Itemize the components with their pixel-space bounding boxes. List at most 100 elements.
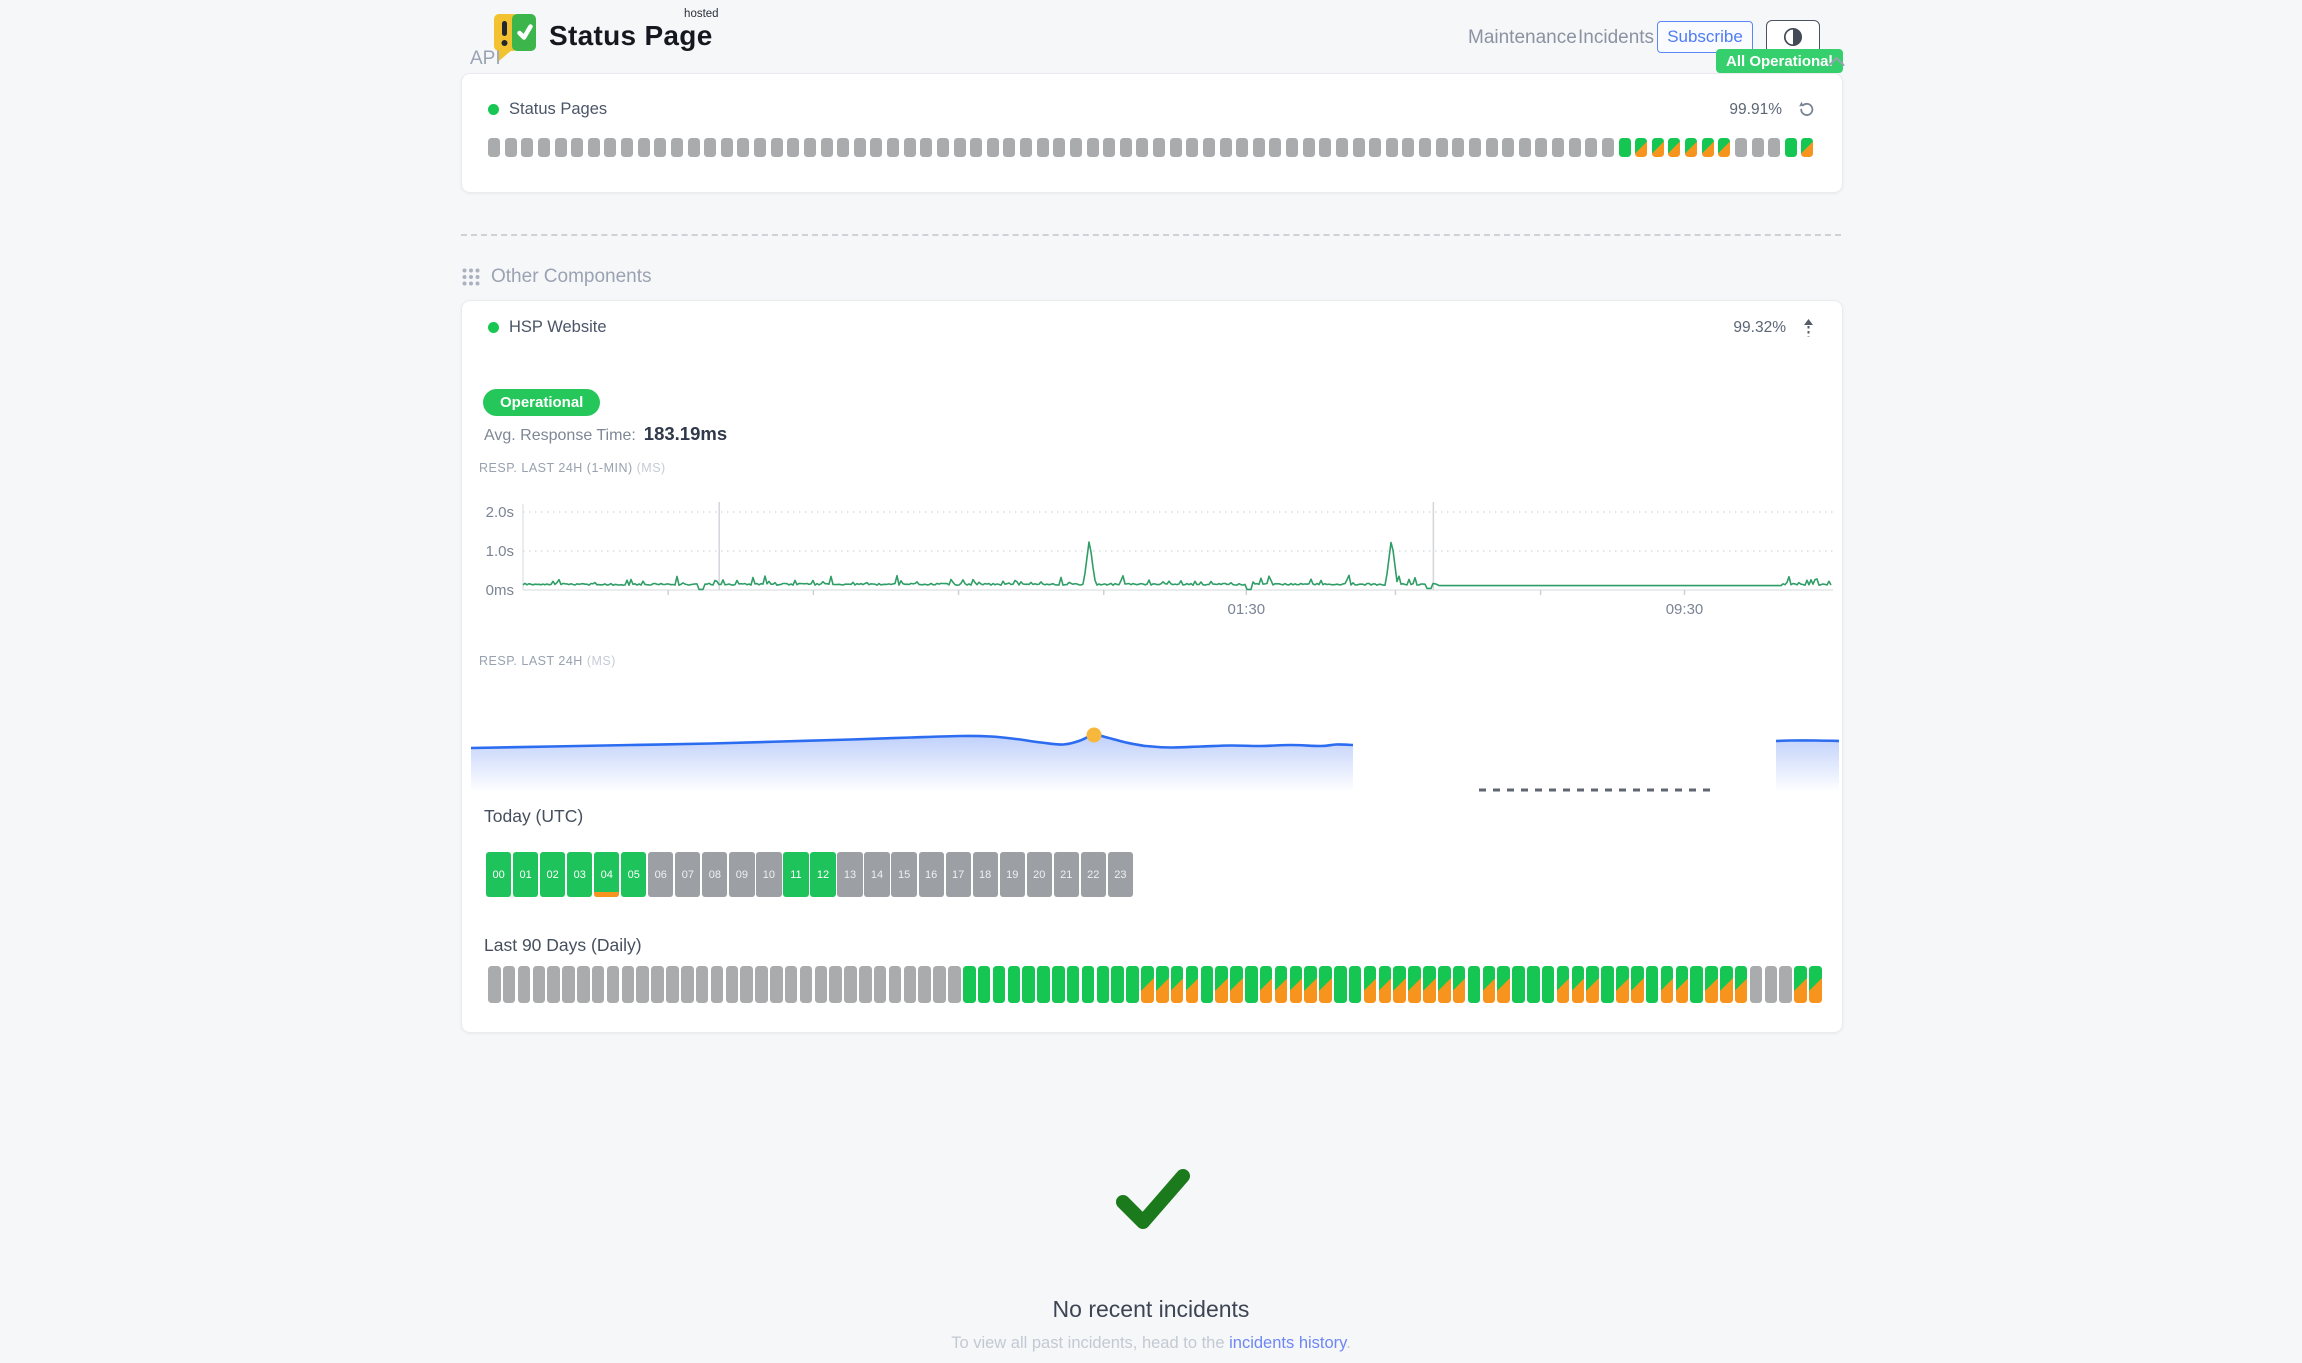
hour-block-10[interactable]: 10: [756, 852, 782, 897]
uptime-bar-nodata[interactable]: [870, 138, 883, 157]
uptime-bar-nodata[interactable]: [903, 966, 917, 1003]
uptime-bar-partial[interactable]: [1660, 966, 1674, 1003]
uptime-bar-nodata[interactable]: [521, 138, 534, 157]
uptime-bar-nodata[interactable]: [936, 138, 949, 157]
uptime-bar-nodata[interactable]: [933, 966, 946, 1003]
uptime-bar-nodata[interactable]: [1764, 966, 1778, 1003]
uptime-bar-partial[interactable]: [1378, 966, 1392, 1003]
uptime-bar-nodata[interactable]: [755, 966, 768, 1003]
uptime-bar-nodata[interactable]: [1103, 138, 1116, 157]
uptime-bar-nodata[interactable]: [970, 138, 983, 157]
uptime-bar-partial[interactable]: [1215, 966, 1228, 1003]
hour-block-17[interactable]: 17: [945, 852, 971, 897]
uptime-bar-partial[interactable]: [1274, 966, 1288, 1003]
uptime-bar-nodata[interactable]: [1768, 138, 1781, 157]
uptime-bar-partial[interactable]: [1668, 138, 1681, 157]
uptime-bar-partial[interactable]: [1155, 966, 1169, 1003]
uptime-bar-nodata[interactable]: [695, 966, 709, 1003]
uptime-bar-operational[interactable]: [1007, 966, 1021, 1003]
uptime-bar-nodata[interactable]: [1385, 138, 1398, 157]
uptime-bar-nodata[interactable]: [859, 966, 872, 1003]
uptime-bar-nodata[interactable]: [1053, 138, 1066, 157]
uptime-bar-nodata[interactable]: [1535, 138, 1548, 157]
uptime-bar-nodata[interactable]: [948, 966, 961, 1003]
hour-block-03[interactable]: 03: [567, 852, 593, 897]
uptime-bar-partial[interactable]: [1185, 966, 1199, 1003]
uptime-bar-nodata[interactable]: [720, 138, 733, 157]
uptime-bar-nodata[interactable]: [820, 138, 833, 157]
uptime-bar-partial[interactable]: [1635, 138, 1648, 157]
uptime-bar-nodata[interactable]: [888, 966, 902, 1003]
uptime-bar-partial[interactable]: [1423, 966, 1436, 1003]
uptime-bar-operational[interactable]: [1601, 966, 1614, 1003]
uptime-bar-nodata[interactable]: [1751, 138, 1764, 157]
uptime-bar-nodata[interactable]: [1020, 138, 1033, 157]
uptime-bar-operational[interactable]: [992, 966, 1006, 1003]
uptime-bar-partial[interactable]: [1393, 966, 1407, 1003]
uptime-bar-partial[interactable]: [1586, 966, 1599, 1003]
uptime-bar-nodata[interactable]: [504, 138, 517, 157]
uptime-bar-partial[interactable]: [1319, 966, 1332, 1003]
uptime-bar-nodata[interactable]: [887, 138, 900, 157]
uptime-bar-nodata[interactable]: [591, 966, 605, 1003]
uptime-bar-operational[interactable]: [1618, 138, 1631, 157]
uptime-bar-nodata[interactable]: [770, 966, 783, 1003]
uptime-bar-nodata[interactable]: [587, 138, 600, 157]
uptime-bar-partial[interactable]: [1701, 138, 1714, 157]
uptime-bar-partial[interactable]: [1304, 966, 1317, 1003]
nav-maintenance[interactable]: Maintenance: [1468, 27, 1577, 48]
uptime-bar-operational[interactable]: [1052, 966, 1065, 1003]
uptime-bar-partial[interactable]: [1259, 966, 1273, 1003]
uptime-bar-operational[interactable]: [1200, 966, 1214, 1003]
uptime-bar-partial[interactable]: [1482, 966, 1496, 1003]
uptime-bar-nodata[interactable]: [1749, 966, 1763, 1003]
refresh-icon[interactable]: [1797, 100, 1816, 119]
hour-block-07[interactable]: 07: [675, 852, 701, 897]
uptime-bar-operational[interactable]: [1037, 966, 1050, 1003]
nav-incidents[interactable]: Incidents: [1578, 27, 1655, 48]
component-name[interactable]: Status Pages: [509, 100, 608, 118]
uptime-bar-nodata[interactable]: [1269, 138, 1282, 157]
uptime-bar-nodata[interactable]: [814, 966, 828, 1003]
uptime-bar-nodata[interactable]: [903, 138, 916, 157]
uptime-bar-partial[interactable]: [1616, 966, 1629, 1003]
hour-block-21[interactable]: 21: [1053, 852, 1079, 897]
hour-block-11[interactable]: 11: [783, 852, 809, 897]
uptime-bar-nodata[interactable]: [1236, 138, 1249, 157]
collapse-arrow-icon[interactable]: [1801, 317, 1816, 338]
uptime-bar-nodata[interactable]: [1286, 138, 1299, 157]
uptime-bar-nodata[interactable]: [1585, 138, 1598, 157]
hour-block-13[interactable]: 13: [837, 852, 863, 897]
uptime-bar-nodata[interactable]: [1036, 138, 1049, 157]
uptime-bar-nodata[interactable]: [873, 966, 887, 1003]
hour-block-23[interactable]: 23: [1107, 852, 1133, 897]
uptime-bar-partial[interactable]: [1675, 966, 1689, 1003]
hour-block-14[interactable]: 14: [864, 852, 890, 897]
uptime-bar-partial[interactable]: [1452, 966, 1466, 1003]
uptime-bar-partial[interactable]: [1170, 966, 1184, 1003]
theme-toggle-button[interactable]: [1766, 20, 1820, 54]
uptime-bar-nodata[interactable]: [637, 138, 650, 157]
uptime-bar-nodata[interactable]: [1119, 138, 1132, 157]
hour-block-02[interactable]: 02: [540, 852, 566, 897]
uptime-bar-nodata[interactable]: [488, 138, 501, 157]
uptime-bar-partial[interactable]: [1363, 966, 1377, 1003]
uptime-bar-operational[interactable]: [963, 966, 976, 1003]
hour-block-08[interactable]: 08: [702, 852, 728, 897]
uptime-bar-nodata[interactable]: [1601, 138, 1614, 157]
hour-block-20[interactable]: 20: [1026, 852, 1052, 897]
uptime-bar-nodata[interactable]: [1136, 138, 1149, 157]
uptime-bar-operational[interactable]: [1111, 966, 1124, 1003]
uptime-bar-nodata[interactable]: [844, 966, 857, 1003]
component-name[interactable]: HSP Website: [509, 318, 607, 336]
uptime-bar-nodata[interactable]: [1169, 138, 1182, 157]
uptime-bar-operational[interactable]: [1066, 966, 1080, 1003]
uptime-bar-nodata[interactable]: [770, 138, 783, 157]
uptime-bar-nodata[interactable]: [532, 966, 546, 1003]
uptime-bar-nodata[interactable]: [829, 966, 842, 1003]
uptime-bar-operational[interactable]: [1348, 966, 1362, 1003]
uptime-bar-nodata[interactable]: [1435, 138, 1448, 157]
uptime-bar-nodata[interactable]: [1734, 138, 1747, 157]
uptime-bar-nodata[interactable]: [666, 966, 679, 1003]
uptime-bar-nodata[interactable]: [1069, 138, 1082, 157]
